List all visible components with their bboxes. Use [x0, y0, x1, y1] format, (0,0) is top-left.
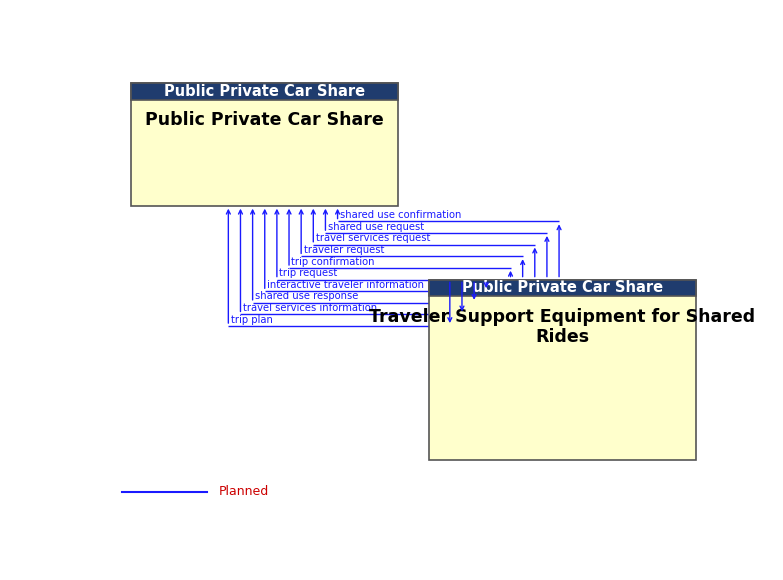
Bar [132, 83, 399, 206]
Bar [428, 280, 695, 296]
Text: travel services information: travel services information [243, 303, 377, 313]
Text: Public Private Car Share: Public Private Car Share [461, 281, 662, 295]
Text: traveler request: traveler request [304, 245, 384, 255]
Text: trip plan: trip plan [231, 314, 272, 325]
Text: shared use confirmation: shared use confirmation [340, 210, 461, 220]
Bar [132, 83, 399, 100]
Text: shared use request: shared use request [328, 222, 424, 232]
Text: Traveler Support Equipment for Shared
Rides: Traveler Support Equipment for Shared Ri… [369, 307, 755, 346]
Bar [428, 280, 695, 461]
Text: shared use response: shared use response [255, 291, 359, 302]
Text: Planned: Planned [219, 485, 269, 498]
Text: trip request: trip request [280, 268, 337, 278]
Text: interactive traveler information: interactive traveler information [267, 280, 424, 290]
Text: trip confirmation: trip confirmation [291, 256, 375, 267]
Text: Public Private Car Share: Public Private Car Share [146, 111, 384, 129]
Text: travel services request: travel services request [316, 233, 430, 244]
Text: Public Private Car Share: Public Private Car Share [164, 84, 366, 99]
